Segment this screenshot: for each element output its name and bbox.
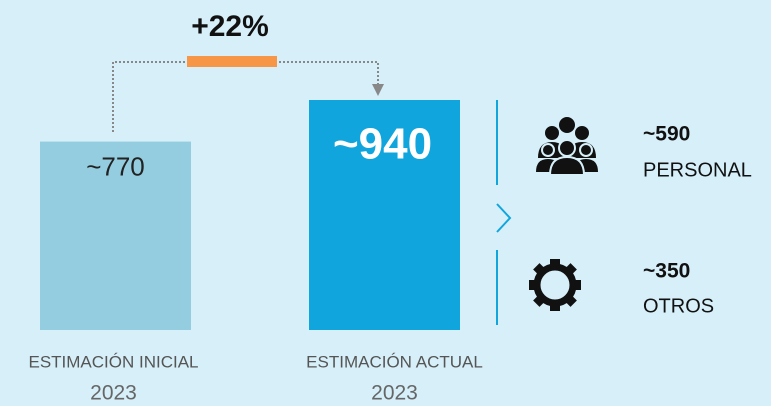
breakdown-value: ~590 xyxy=(643,123,690,146)
breakdown-name: OTROS xyxy=(643,295,714,317)
arrow-head xyxy=(372,84,384,96)
value-label: ~940 xyxy=(333,120,432,169)
year-label: 2023 xyxy=(371,382,418,405)
growth-label: +22% xyxy=(191,10,269,43)
people-icon xyxy=(536,117,598,176)
bar xyxy=(309,100,460,330)
chevron xyxy=(496,203,512,233)
breakdown-name: PERSONAL xyxy=(643,159,752,181)
growth-marker xyxy=(187,56,277,67)
bar xyxy=(40,141,191,330)
year-label: 2023 xyxy=(90,382,137,405)
category-label: ESTIMACIÓN INICIAL xyxy=(28,352,198,371)
value-label: ~770 xyxy=(86,151,145,181)
breakdown-value: ~350 xyxy=(643,260,690,283)
connector xyxy=(112,61,379,132)
gear-icon xyxy=(529,259,581,311)
category-label: ESTIMACIÓN ACTUAL xyxy=(306,352,483,371)
